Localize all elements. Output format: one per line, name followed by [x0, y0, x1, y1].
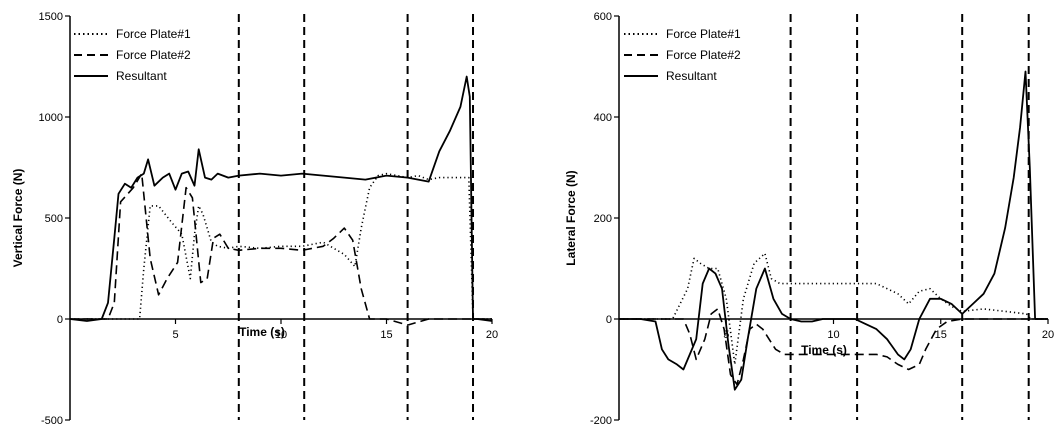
y-tick-label: 500: [45, 213, 63, 225]
y-tick-label: 0: [606, 314, 612, 326]
legend: Force Plate#1 Force Plate#2 Resultant: [74, 27, 191, 83]
legend-label: Resultant: [666, 69, 717, 83]
x-tick-label: 10: [275, 329, 287, 341]
series-line-force-plate-2: [70, 172, 492, 326]
x-tick-label: 5: [172, 329, 178, 341]
x-axis-label: Time (s): [801, 343, 847, 357]
y-tick-label: 1500: [39, 11, 63, 23]
legend-label: Force Plate#1: [116, 27, 191, 41]
x-tick-label: 5: [723, 329, 729, 341]
y-axis-label: Lateral Force (N): [564, 170, 578, 265]
series-line-resultant: [69, 75, 493, 322]
legend-label: Resultant: [116, 69, 167, 83]
legend: Force Plate#1 Force Plate#2 Resultant: [624, 27, 741, 83]
y-tick-label: 400: [594, 112, 612, 124]
x-tick-label: 15: [935, 329, 947, 341]
x-tick-label: 15: [380, 329, 392, 341]
x-tick-label: 20: [1042, 329, 1054, 341]
legend-label: Force Plate#2: [666, 48, 741, 62]
lateral-force-chart: -200 0 200 400 600 5 10 15 20 Time (s) Lateral For…: [564, 11, 1054, 427]
series-line-force-plate-1: [70, 172, 492, 320]
legend-label: Force Plate#1: [666, 27, 741, 41]
y-tick-label: 1000: [39, 112, 63, 124]
y-axis-label: Vertical Force (N): [11, 169, 25, 268]
x-tick-label: 10: [827, 329, 839, 341]
series-line-resultant: [619, 70, 1048, 391]
y-tick-label: -500: [41, 415, 63, 427]
x-tick-label: 20: [486, 329, 498, 341]
legend-label: Force Plate#2: [116, 48, 191, 62]
series-line-force-plate-2: [619, 308, 1048, 386]
y-tick-label: 0: [57, 314, 63, 326]
series-line-force-plate-1: [619, 252, 1048, 366]
y-tick-label: 200: [594, 213, 612, 225]
vertical-force-chart: -500 0 500 1000 1500 5 10 15 20 Time (s) Vertical …: [11, 11, 498, 427]
y-tick-label: 600: [594, 11, 612, 23]
x-axis-label: Time (s): [239, 325, 285, 339]
y-tick-label: -200: [590, 415, 612, 427]
